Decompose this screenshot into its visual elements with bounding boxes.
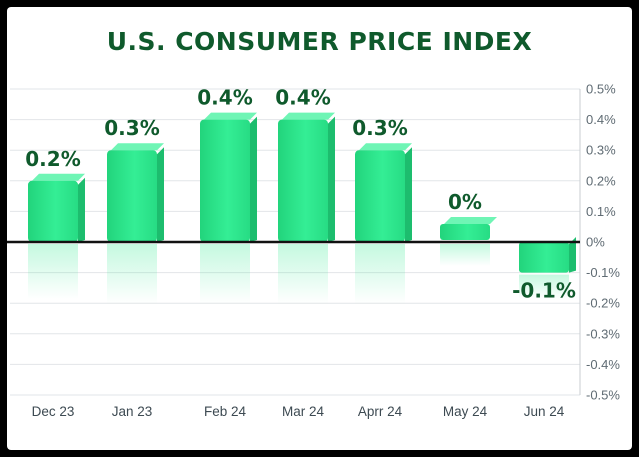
bar-reflection [355, 244, 405, 304]
bar-top [282, 112, 335, 120]
x-tick-label: Mar 24 [282, 404, 325, 419]
x-tick-label: Dec 23 [32, 404, 75, 419]
bar [355, 150, 405, 242]
data-label: 0.3% [352, 116, 407, 140]
data-label: 0.4% [197, 86, 252, 110]
bar-side [78, 177, 85, 242]
bar-side [157, 147, 164, 242]
bar-reflections [28, 244, 569, 304]
y-tick-label: 0.5% [586, 82, 616, 97]
axes [7, 89, 581, 395]
y-tick-label: 0% [586, 235, 605, 250]
y-tick-label: -0.2% [586, 296, 620, 311]
y-tick-label: -0.1% [586, 265, 620, 280]
bar-side [250, 116, 257, 242]
bar [28, 180, 78, 242]
bar-reflection [278, 244, 328, 304]
bar-side [328, 116, 335, 242]
x-tick-label: Feb 24 [204, 404, 247, 419]
chart-title: U.S. CONSUMER PRICE INDEX [106, 27, 533, 56]
x-tick-label: May 24 [443, 404, 488, 419]
data-label: 0.2% [25, 147, 80, 171]
bar [200, 119, 250, 242]
y-tick-label: -0.4% [586, 357, 620, 372]
bar-reflection [28, 244, 78, 300]
bar-side [569, 237, 576, 273]
bar [107, 150, 157, 242]
data-label: 0.4% [275, 86, 330, 110]
bar-reflection [107, 244, 157, 304]
bar-reflection [440, 244, 490, 266]
bar-reflection [519, 274, 569, 299]
data-label: 0% [448, 190, 482, 214]
x-tick-label: Jun 24 [524, 404, 565, 419]
data-label: 0.3% [104, 116, 159, 140]
y-tick-label: 0.2% [586, 173, 616, 188]
x-tick-label: Aprr 24 [358, 404, 403, 419]
y-tick-label: -0.3% [586, 326, 620, 341]
bar-top [444, 217, 497, 224]
y-tick-label: -0.5% [586, 388, 620, 403]
bar-top [32, 173, 85, 181]
bar [440, 224, 490, 240]
data-label: -0.1% [512, 279, 576, 303]
bar-top [204, 112, 257, 120]
bar-reflection [200, 244, 250, 304]
y-tick-label: 0.4% [586, 112, 616, 127]
bar [278, 119, 328, 242]
x-tick-label: Jan 23 [112, 404, 153, 419]
bar-side [405, 147, 412, 242]
chart-frame: U.S. CONSUMER PRICE INDEX 0.5% 0.4% 0.3% 0.… [7, 7, 632, 450]
bars [28, 112, 576, 273]
bar [519, 242, 569, 273]
y-tick-label: 0.3% [586, 143, 616, 158]
bar-top [111, 143, 164, 151]
labels: 0.5% 0.4% 0.3% 0.2% 0.1% 0% -0.1% -0.2% -0.3% -0.… [25, 82, 620, 420]
bar-chart: 0.5% 0.4% 0.3% 0.2% 0.1% 0% -0.1% -0.2% -0.3% -0.… [7, 82, 620, 420]
bar-top [359, 143, 412, 151]
y-tick-label: 0.1% [586, 204, 616, 219]
